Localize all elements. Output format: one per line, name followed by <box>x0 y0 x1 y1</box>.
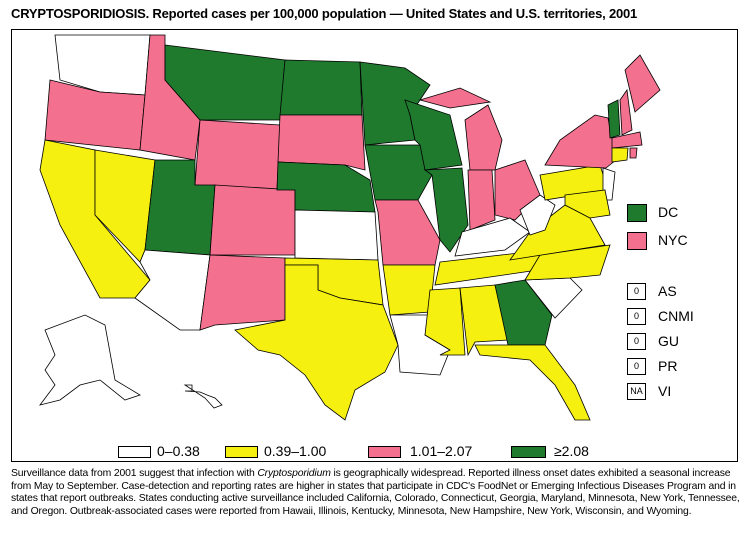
nyc-swatch <box>627 232 647 250</box>
state-id <box>139 34 201 161</box>
state-ma <box>611 131 643 149</box>
territory-value: 0 <box>627 333 646 350</box>
state-in <box>467 169 496 231</box>
territory-value: 0 <box>627 358 646 375</box>
state-al <box>459 284 509 357</box>
territory-label: VI <box>658 383 672 399</box>
territory-label: GU <box>658 333 679 349</box>
state-az <box>134 249 211 331</box>
legend-label-1: 0.39–1.00 <box>264 443 327 459</box>
state-nh <box>619 88 633 136</box>
territory-label: CNMI <box>658 308 694 324</box>
state-mo <box>374 199 441 266</box>
state-nd <box>279 59 363 116</box>
state-ks <box>294 209 379 261</box>
map-frame <box>11 29 738 462</box>
legend-label-2: 1.01–2.07 <box>410 443 473 459</box>
state-hi <box>183 384 223 409</box>
state-ar <box>382 264 436 316</box>
legend-swatch-0 <box>118 446 151 458</box>
territory-label: PR <box>658 358 678 374</box>
footnote-text: is geographically widespread. Reported i… <box>11 468 740 517</box>
state-ak <box>39 314 141 406</box>
territory-value: 0 <box>627 308 646 325</box>
state-ny <box>544 114 617 169</box>
legend-label-0: 0–0.38 <box>157 443 200 459</box>
state-miu <box>418 87 492 109</box>
legend-label-3: ≥2.08 <box>554 443 589 459</box>
state-ky <box>454 217 531 257</box>
territory-value: NA <box>627 383 646 400</box>
state-wv <box>519 194 556 236</box>
state-wi <box>404 99 463 171</box>
state-vt <box>607 99 621 139</box>
footnote-text: Surveillance data from 2001 suggest that… <box>11 468 258 479</box>
state-fl <box>474 344 591 421</box>
state-va <box>509 204 606 261</box>
state-wy <box>194 119 281 191</box>
state-ga <box>494 279 553 346</box>
state-mt <box>164 44 286 121</box>
territory-value: 0 <box>627 283 646 300</box>
state-il <box>423 167 469 253</box>
legend-swatch-2 <box>368 446 401 458</box>
state-ct <box>611 147 629 163</box>
state-co <box>209 184 296 256</box>
state-sd <box>277 114 366 171</box>
map-title: CRYPTOSPORIDIOSIS. Reported cases per 10… <box>11 6 638 21</box>
legend-swatch-1 <box>225 446 258 458</box>
state-md <box>564 189 611 219</box>
state-tx <box>234 264 399 421</box>
dc-swatch <box>627 204 647 222</box>
state-nc <box>524 244 611 281</box>
dc-label: DC <box>658 204 679 220</box>
state-me <box>624 54 661 113</box>
legend-swatch-3 <box>511 446 546 458</box>
footnote: Surveillance data from 2001 suggest that… <box>11 468 741 518</box>
state-nm <box>199 254 286 331</box>
state-mi <box>464 104 503 171</box>
territory-label: AS <box>658 283 677 299</box>
state-ri <box>629 147 638 159</box>
nyc-label: NYC <box>658 232 688 248</box>
state-ia <box>364 144 433 201</box>
state-nj <box>602 167 616 201</box>
footnote-italic: Cryptosporidium <box>257 468 331 479</box>
